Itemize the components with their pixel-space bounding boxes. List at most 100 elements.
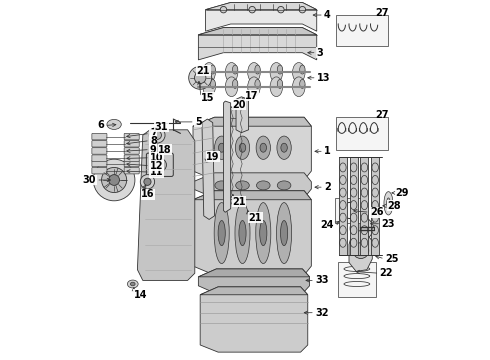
FancyBboxPatch shape [124, 167, 139, 174]
FancyBboxPatch shape [124, 160, 139, 167]
FancyBboxPatch shape [124, 148, 139, 154]
Ellipse shape [235, 203, 250, 264]
Ellipse shape [236, 181, 249, 190]
FancyBboxPatch shape [92, 140, 107, 147]
Ellipse shape [219, 143, 225, 152]
Circle shape [249, 6, 255, 13]
Text: 3: 3 [317, 48, 323, 58]
Polygon shape [236, 97, 248, 133]
Text: 28: 28 [388, 201, 401, 211]
Ellipse shape [225, 63, 238, 82]
Ellipse shape [127, 280, 138, 288]
Ellipse shape [256, 136, 270, 159]
Text: 12: 12 [150, 161, 164, 171]
Ellipse shape [239, 221, 246, 246]
Ellipse shape [232, 65, 238, 74]
Text: 5: 5 [195, 117, 201, 127]
Text: 23: 23 [381, 219, 395, 229]
Ellipse shape [107, 120, 122, 130]
Ellipse shape [218, 221, 225, 246]
Polygon shape [193, 173, 311, 198]
Circle shape [299, 6, 306, 13]
Polygon shape [202, 119, 215, 220]
Polygon shape [137, 130, 195, 280]
Text: 32: 32 [315, 308, 328, 318]
Ellipse shape [277, 80, 283, 88]
Ellipse shape [300, 65, 305, 74]
Circle shape [189, 66, 212, 89]
Ellipse shape [239, 143, 245, 152]
Ellipse shape [256, 203, 271, 264]
Bar [361, 157, 368, 255]
Circle shape [350, 217, 373, 240]
Bar [338, 262, 376, 297]
Ellipse shape [256, 181, 270, 190]
Polygon shape [349, 230, 372, 271]
FancyBboxPatch shape [124, 155, 139, 161]
Circle shape [353, 243, 368, 258]
Circle shape [195, 72, 206, 84]
Polygon shape [198, 28, 317, 60]
Ellipse shape [270, 77, 283, 96]
Circle shape [278, 6, 284, 13]
Text: 14: 14 [134, 290, 147, 300]
Polygon shape [198, 28, 317, 35]
Ellipse shape [215, 181, 228, 190]
Bar [350, 157, 358, 255]
Circle shape [144, 178, 151, 185]
Text: 30: 30 [83, 175, 96, 185]
Polygon shape [200, 287, 308, 295]
Ellipse shape [247, 77, 260, 96]
FancyBboxPatch shape [92, 160, 107, 167]
Ellipse shape [210, 80, 216, 88]
FancyBboxPatch shape [147, 153, 173, 176]
Circle shape [153, 131, 161, 139]
FancyBboxPatch shape [92, 155, 107, 161]
Ellipse shape [280, 221, 288, 246]
Circle shape [140, 175, 155, 189]
Circle shape [355, 222, 368, 235]
Text: 22: 22 [379, 268, 393, 278]
Polygon shape [205, 3, 317, 31]
Text: 2: 2 [324, 182, 331, 192]
Text: 24: 24 [320, 220, 334, 230]
Text: 11: 11 [150, 167, 164, 177]
Ellipse shape [215, 136, 229, 159]
Ellipse shape [232, 80, 238, 88]
Text: 33: 33 [315, 275, 328, 285]
Circle shape [149, 127, 165, 143]
Text: 1: 1 [324, 146, 331, 156]
Ellipse shape [130, 282, 135, 286]
Text: 7: 7 [150, 129, 157, 138]
Text: 17: 17 [245, 91, 259, 101]
Polygon shape [200, 287, 308, 352]
Bar [337, 117, 389, 149]
Ellipse shape [203, 77, 216, 96]
Text: 15: 15 [201, 93, 215, 103]
FancyBboxPatch shape [92, 167, 107, 174]
Ellipse shape [277, 136, 291, 159]
Text: 25: 25 [385, 254, 398, 264]
Polygon shape [193, 117, 311, 126]
Text: 29: 29 [395, 188, 409, 198]
Circle shape [153, 158, 167, 171]
Ellipse shape [255, 65, 260, 74]
Text: 8: 8 [150, 136, 157, 145]
Ellipse shape [260, 143, 267, 152]
Bar [335, 198, 365, 223]
Polygon shape [193, 191, 311, 200]
Circle shape [93, 159, 135, 201]
Text: 31: 31 [155, 122, 168, 132]
FancyBboxPatch shape [124, 140, 139, 147]
Text: 21: 21 [196, 66, 210, 76]
Bar [339, 157, 347, 255]
Polygon shape [223, 101, 231, 212]
Ellipse shape [277, 65, 283, 74]
Text: 20: 20 [232, 100, 245, 110]
Polygon shape [193, 191, 311, 275]
Ellipse shape [225, 77, 238, 96]
Ellipse shape [260, 221, 267, 246]
Text: 10: 10 [150, 153, 164, 163]
Text: 13: 13 [317, 73, 330, 83]
Ellipse shape [235, 136, 250, 159]
